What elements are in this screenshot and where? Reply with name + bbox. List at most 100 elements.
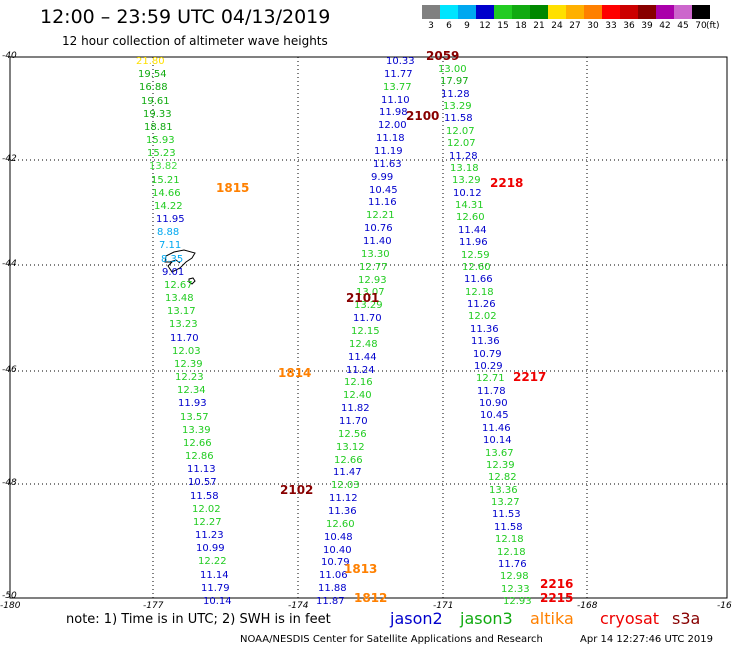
- color-scale-label: 30: [587, 21, 599, 31]
- wave-height-label: 12.23: [175, 372, 204, 383]
- wave-height-label: 12.33: [501, 584, 530, 595]
- wave-height-label: 11.58: [444, 113, 473, 124]
- color-swatch: [548, 5, 566, 19]
- color-scale-label: 27: [569, 21, 581, 31]
- wave-height-label: 14.66: [152, 188, 181, 199]
- pass-time-label: 2101: [346, 291, 380, 305]
- wave-height-label: 13.23: [169, 319, 198, 330]
- color-scale-label: 15: [497, 21, 509, 31]
- wave-height-label: 12.39: [174, 359, 203, 370]
- timestamp-text: Apr 14 12:27:46 UTC 2019: [580, 634, 713, 645]
- pass-time-label: 2100: [406, 109, 440, 123]
- color-scale-cell: 39: [638, 5, 656, 31]
- wave-height-label: 11.36: [470, 324, 499, 335]
- color-swatch: [440, 5, 458, 19]
- wave-height-label: 11.70: [170, 333, 199, 344]
- latitude-label: -50: [2, 591, 17, 601]
- wave-height-label: 11.93: [178, 398, 207, 409]
- legend-jason3: jason3: [460, 609, 513, 628]
- wave-height-label: 8.35: [161, 254, 184, 265]
- pass-time-label: 2217: [513, 370, 547, 384]
- wave-height-label: 10.79: [473, 349, 502, 360]
- wave-height-label: 12.00: [378, 120, 407, 131]
- wave-height-label: 12.16: [344, 377, 373, 388]
- color-scale-label: 45: [677, 21, 689, 31]
- wave-height-label: 13.29: [354, 300, 383, 311]
- color-swatch: [422, 5, 440, 19]
- wave-height-label: 12.77: [359, 262, 388, 273]
- wave-height-label: 13.82: [149, 161, 178, 172]
- wave-height-label: 13.67: [485, 448, 514, 459]
- wave-height-label: 11.77: [384, 69, 413, 80]
- color-scale-unit: (ft): [706, 21, 720, 31]
- wave-height-label: 11.28: [441, 89, 470, 100]
- wave-height-label: 11.87: [316, 596, 345, 607]
- wave-height-label: 11.06: [319, 570, 348, 581]
- wave-height-label: 11.46: [482, 423, 511, 434]
- longitude-label: -168: [577, 601, 598, 611]
- wave-height-label: 11.12: [329, 493, 358, 504]
- wave-height-label: 10.99: [196, 543, 225, 554]
- wave-height-label: 14.31: [455, 200, 484, 211]
- wave-height-label: 11.63: [373, 159, 402, 170]
- wave-height-label: 13.07: [356, 287, 385, 298]
- wave-height-label: 13.27: [491, 497, 520, 508]
- wave-height-label: 11.28: [449, 151, 478, 162]
- color-swatch: [476, 5, 494, 19]
- wave-height-label: 12.34: [177, 385, 206, 396]
- wave-height-label: 11.26: [467, 299, 496, 310]
- wave-height-label: 19.54: [138, 69, 167, 80]
- color-scale-label: 33: [605, 21, 617, 31]
- wave-height-label: 11.95: [156, 214, 185, 225]
- wave-height-label: 12.93: [503, 596, 532, 607]
- color-swatch: [638, 5, 656, 19]
- wave-height-label: 12.60: [456, 212, 485, 223]
- wave-height-label: 12.86: [185, 451, 214, 462]
- wave-height-label: 11.53: [492, 509, 521, 520]
- wave-height-label: 12.18: [497, 547, 526, 558]
- wave-height-label: 13.12: [336, 442, 365, 453]
- color-scale-legend: 3 6 9 12 15 18 21 24 27 30 33 36 39 42 45 70: [422, 5, 710, 31]
- color-scale-cell: 6: [440, 5, 458, 31]
- legend-jason2: jason2: [390, 609, 443, 628]
- credit-text: NOAA/NESDIS Center for Satellite Applica…: [240, 634, 543, 645]
- color-scale-cell: 30: [584, 5, 602, 31]
- wave-height-label: 12.15: [351, 326, 380, 337]
- wave-height-label: 12.67: [164, 280, 193, 291]
- wave-height-label: 12.18: [465, 287, 494, 298]
- wave-height-label: 13.29: [452, 175, 481, 186]
- color-swatch: [512, 5, 530, 19]
- wave-height-label: 13.36: [489, 485, 518, 496]
- wave-height-label: 11.58: [494, 522, 523, 533]
- color-swatch: [566, 5, 584, 19]
- color-scale-label: 36: [623, 21, 635, 31]
- latitude-label: -44: [2, 259, 17, 269]
- wave-height-label: 11.79: [201, 583, 230, 594]
- wave-height-label: 15.21: [151, 175, 180, 186]
- longitude-label: -171: [433, 601, 454, 611]
- wave-height-label: 11.14: [200, 570, 229, 581]
- island-icon: [164, 249, 196, 273]
- wave-height-label: 10.14: [483, 435, 512, 446]
- wave-height-label: 11.47: [333, 467, 362, 478]
- latitude-label: -40: [2, 51, 17, 61]
- wave-height-label: 10.57: [188, 477, 217, 488]
- wave-height-label: 11.24: [346, 365, 375, 376]
- wave-height-label: 13.39: [182, 425, 211, 436]
- wave-height-label: 18.81: [144, 122, 173, 133]
- wave-height-label: 9.99: [371, 172, 394, 183]
- wave-height-label: 12.07: [447, 138, 476, 149]
- color-scale-cell: 27: [566, 5, 584, 31]
- wave-height-label: 12.60: [462, 262, 491, 273]
- longitude-label: -180: [0, 601, 21, 611]
- islet-icon: [188, 277, 196, 285]
- wave-height-label: 12.02: [192, 504, 221, 515]
- wave-height-label: 12.82: [488, 472, 517, 483]
- wave-height-label: 10.14: [203, 596, 232, 607]
- color-scale-cell: 70: [692, 5, 710, 31]
- wave-height-label: 12.22: [198, 556, 227, 567]
- latitude-label: -42: [2, 154, 17, 164]
- wave-height-label: 12.03: [331, 480, 360, 491]
- color-scale-label: 6: [446, 21, 452, 31]
- wave-height-label: 8.88: [157, 227, 180, 238]
